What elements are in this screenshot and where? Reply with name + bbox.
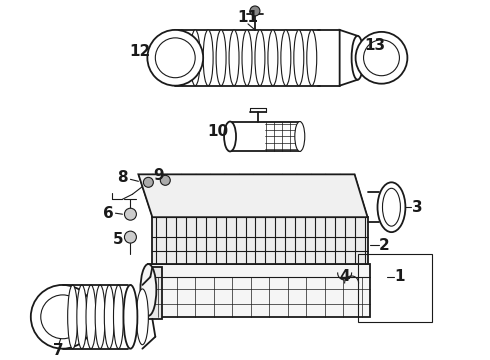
- Ellipse shape: [141, 264, 156, 316]
- Ellipse shape: [294, 30, 304, 86]
- Polygon shape: [148, 264, 369, 317]
- Ellipse shape: [68, 285, 77, 349]
- Ellipse shape: [242, 30, 252, 86]
- Ellipse shape: [77, 285, 87, 349]
- Polygon shape: [340, 30, 358, 86]
- Ellipse shape: [190, 30, 200, 86]
- Ellipse shape: [114, 285, 123, 349]
- Ellipse shape: [86, 285, 96, 349]
- Circle shape: [364, 40, 399, 76]
- Ellipse shape: [104, 285, 114, 349]
- Ellipse shape: [377, 182, 405, 232]
- Circle shape: [144, 177, 153, 187]
- Text: 3: 3: [412, 200, 423, 215]
- Ellipse shape: [123, 285, 137, 349]
- Ellipse shape: [95, 285, 105, 349]
- Ellipse shape: [216, 30, 226, 86]
- Polygon shape: [152, 217, 368, 264]
- Text: 9: 9: [153, 168, 164, 183]
- Circle shape: [155, 38, 195, 78]
- Ellipse shape: [268, 30, 278, 86]
- Circle shape: [160, 175, 171, 185]
- Ellipse shape: [307, 30, 317, 86]
- Text: 12: 12: [130, 44, 151, 59]
- Circle shape: [124, 208, 136, 220]
- Text: 5: 5: [113, 231, 124, 247]
- Ellipse shape: [136, 289, 148, 345]
- Text: 11: 11: [238, 10, 259, 26]
- Text: 2: 2: [379, 238, 390, 253]
- Text: 6: 6: [103, 206, 114, 221]
- Ellipse shape: [352, 36, 364, 80]
- Ellipse shape: [229, 30, 239, 86]
- Text: 8: 8: [117, 170, 128, 185]
- Polygon shape: [148, 267, 162, 319]
- Circle shape: [124, 231, 136, 243]
- Ellipse shape: [224, 122, 236, 152]
- Ellipse shape: [177, 30, 187, 86]
- Text: 1: 1: [394, 270, 405, 284]
- Ellipse shape: [281, 30, 291, 86]
- Text: 13: 13: [364, 38, 385, 53]
- Text: 10: 10: [208, 124, 229, 139]
- Circle shape: [250, 6, 260, 16]
- Ellipse shape: [203, 30, 213, 86]
- Ellipse shape: [255, 30, 265, 86]
- Circle shape: [41, 295, 85, 339]
- Text: 4: 4: [339, 270, 350, 284]
- Bar: [358, 254, 432, 322]
- Ellipse shape: [383, 188, 400, 226]
- Text: 7: 7: [53, 343, 64, 358]
- Ellipse shape: [295, 122, 305, 152]
- Circle shape: [31, 285, 95, 349]
- Circle shape: [356, 32, 407, 84]
- Circle shape: [147, 30, 203, 86]
- Polygon shape: [138, 174, 368, 217]
